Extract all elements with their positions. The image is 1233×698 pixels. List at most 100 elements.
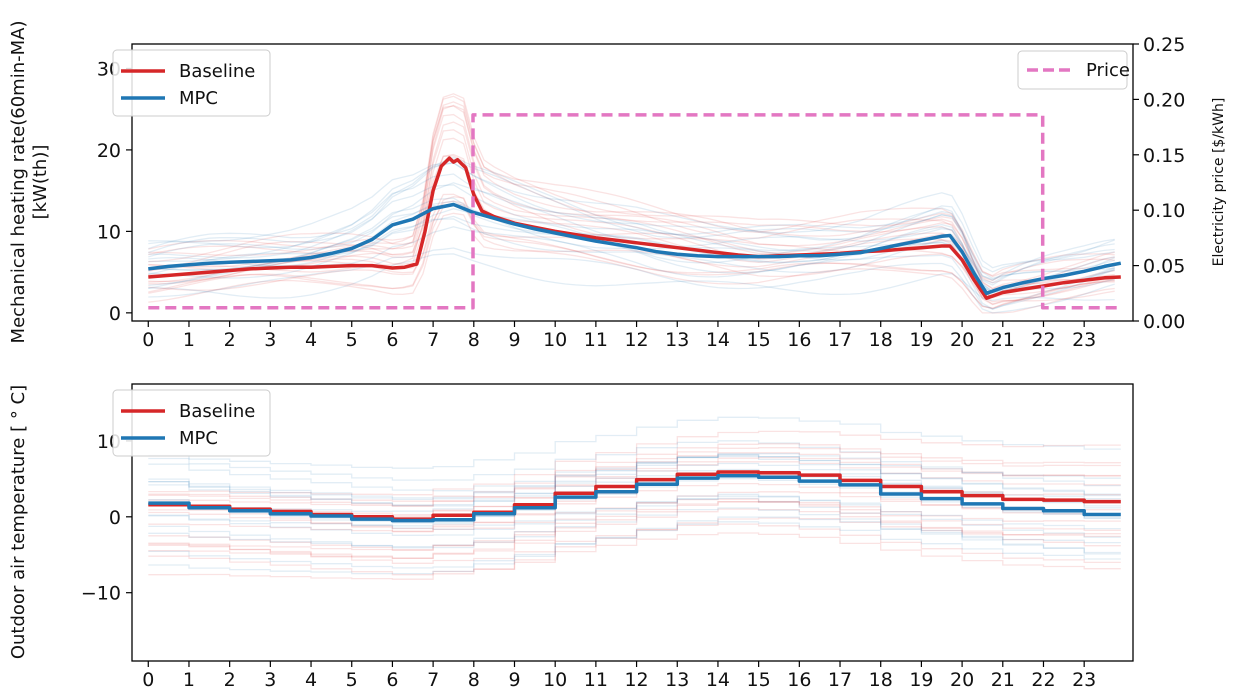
x-tick-label: 2 <box>224 669 236 691</box>
x-tick-label: 12 <box>624 669 648 691</box>
ensemble-trace <box>148 184 1115 279</box>
ensemble-trace <box>148 455 1121 509</box>
top-y-axis-label: Mechanical heating rate(60min-MA) <box>8 21 29 344</box>
x-tick-label: 13 <box>665 329 689 351</box>
x-tick-label: 4 <box>305 329 317 351</box>
x-tick-label: 9 <box>508 329 520 351</box>
x-tick-label: 10 <box>543 669 567 691</box>
series-line-price <box>148 113 1121 310</box>
ensemble-trace <box>148 113 1115 290</box>
bottom-y-axis-label: Outdoor air temperature [ ° C] <box>8 385 29 659</box>
ensemble-trace <box>148 508 1121 559</box>
x-tick-label: 0 <box>142 329 154 351</box>
x-tick-label: 5 <box>346 669 358 691</box>
ensemble-trace <box>148 491 1121 552</box>
legend-box-price <box>1017 50 1128 90</box>
y2-tick-label: 0.05 <box>1143 256 1185 278</box>
ensemble-trace <box>148 440 1121 487</box>
ensemble-trace <box>148 430 1121 496</box>
x-tick-label: 7 <box>427 669 439 691</box>
x-tick-label: 7 <box>427 329 439 351</box>
y2-tick-label: 0.25 <box>1143 34 1185 56</box>
y-tick-label: 0 <box>109 507 121 529</box>
top-panel: 0 1 2 3 4 5 6 7 8 9 10 11 12 13 14 15 16 17 18 19 20 21 22 23 0… <box>8 21 1227 351</box>
y2-tick-label: 0.20 <box>1143 89 1185 111</box>
ensemble-trace <box>148 453 1121 512</box>
ensemble-trace <box>148 208 1115 298</box>
ensemble-trace <box>148 517 1121 580</box>
ensemble-trace <box>148 454 1121 499</box>
top-legend-right: Price <box>1017 50 1130 90</box>
x-tick-label: 15 <box>747 669 771 691</box>
top-background-traces <box>148 93 1115 314</box>
x-tick-label: 19 <box>909 329 933 351</box>
ensemble-trace <box>148 532 1121 576</box>
x-tick-label: 3 <box>264 329 276 351</box>
ensemble-trace <box>148 155 1115 284</box>
legend-label-price: Price <box>1086 60 1130 81</box>
x-tick-label: 20 <box>950 329 974 351</box>
top-plot-frame <box>131 43 1134 322</box>
ensemble-trace <box>148 197 1115 294</box>
bottom-legend: Baseline MPC <box>112 389 271 457</box>
x-tick-label: 6 <box>386 669 398 691</box>
ensemble-trace <box>148 521 1121 569</box>
series-line-baseline <box>148 156 1121 300</box>
ensemble-trace <box>148 452 1121 507</box>
x-tick-label: 22 <box>1031 669 1055 691</box>
x-tick-label: 6 <box>386 329 398 351</box>
ensemble-trace <box>148 247 1115 314</box>
bottom-x-ticks: 0 1 2 3 4 5 6 7 8 9 10 11 12 13 14 15 16 17 18 19 20 21 22 23 <box>142 661 1096 691</box>
ensemble-trace <box>148 203 1115 309</box>
top-y-axis-label-unit: [kW(th)] <box>30 145 51 220</box>
x-tick-label: 1 <box>183 669 195 691</box>
ensemble-trace <box>148 193 1115 303</box>
ensemble-trace <box>148 162 1115 269</box>
x-tick-label: 21 <box>991 329 1015 351</box>
x-tick-label: 17 <box>828 329 852 351</box>
ensemble-trace <box>148 153 1115 306</box>
x-tick-label: 2 <box>224 329 236 351</box>
y-tick-label: −10 <box>81 583 121 605</box>
ensemble-trace <box>148 516 1121 575</box>
x-tick-label: 11 <box>584 329 608 351</box>
ensemble-trace <box>148 105 1115 278</box>
top-legend-left: Baseline MPC <box>112 49 271 117</box>
y-tick-label: 10 <box>97 221 121 243</box>
x-tick-label: 20 <box>950 669 974 691</box>
x-tick-label: 10 <box>543 329 567 351</box>
ensemble-trace <box>148 416 1121 469</box>
y2-tick-label: 0.00 <box>1143 311 1185 333</box>
x-tick-label: 14 <box>706 669 730 691</box>
y2-tick-label: 0.10 <box>1143 200 1185 222</box>
ensemble-trace <box>148 203 1115 292</box>
x-tick-label: 22 <box>1031 329 1055 351</box>
ensemble-trace <box>148 93 1115 277</box>
ensemble-trace <box>148 498 1121 547</box>
x-tick-label: 9 <box>508 669 520 691</box>
y2-tick-label: 0.15 <box>1143 145 1185 167</box>
ensemble-trace <box>148 443 1121 502</box>
x-tick-label: 16 <box>787 669 811 691</box>
ensemble-trace <box>148 523 1121 564</box>
y-tick-label: 0 <box>109 303 121 325</box>
x-tick-label: 3 <box>264 669 276 691</box>
ensemble-trace <box>148 497 1121 555</box>
x-tick-label: 17 <box>828 669 852 691</box>
ensemble-trace <box>148 173 1115 293</box>
ensemble-trace <box>148 104 1115 298</box>
x-tick-label: 8 <box>468 329 480 351</box>
x-tick-label: 8 <box>468 669 480 691</box>
legend-label-mpc: MPC <box>179 88 218 109</box>
ensemble-trace <box>148 501 1121 551</box>
ensemble-trace <box>148 454 1121 501</box>
ensemble-trace <box>148 462 1121 507</box>
ensemble-trace <box>148 507 1121 554</box>
ensemble-trace <box>148 500 1121 559</box>
ensemble-trace <box>148 495 1121 548</box>
x-tick-label: 4 <box>305 669 317 691</box>
ensemble-trace <box>148 101 1115 282</box>
x-tick-label: 18 <box>869 329 893 351</box>
